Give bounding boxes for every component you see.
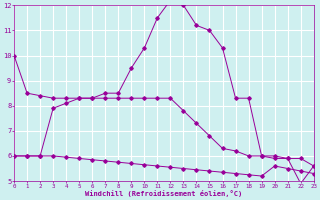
X-axis label: Windchill (Refroidissement éolien,°C): Windchill (Refroidissement éolien,°C) xyxy=(85,190,243,197)
